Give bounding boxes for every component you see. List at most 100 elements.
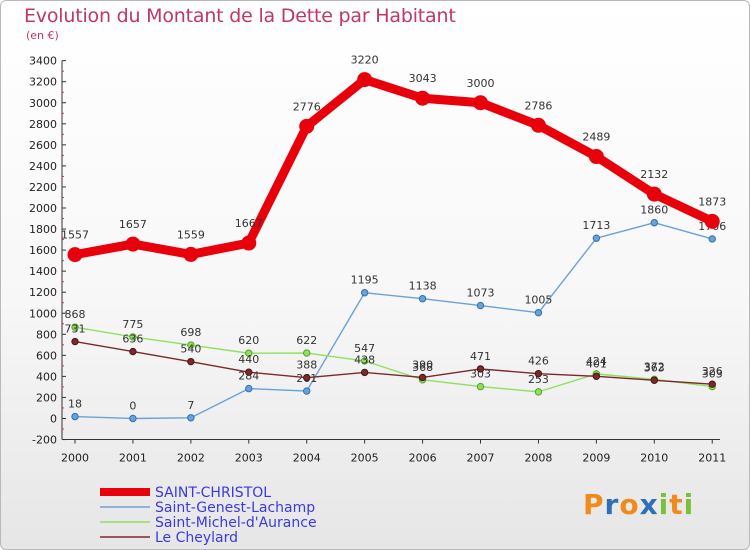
data-label: 424 — [586, 355, 607, 368]
data-label: 3000 — [467, 77, 495, 90]
data-point — [592, 234, 601, 242]
logo-letter: i — [683, 488, 695, 521]
logo-letter: i — [658, 488, 670, 521]
data-point — [183, 246, 199, 262]
data-point — [357, 72, 373, 88]
data-label: 731 — [65, 323, 86, 336]
data-point — [534, 388, 543, 396]
data-label: 2786 — [524, 99, 552, 112]
data-point — [360, 289, 369, 297]
y-tick-label: 2400 — [29, 160, 57, 173]
data-point — [476, 301, 485, 310]
data-point — [71, 412, 79, 421]
y-tick-label: 2600 — [29, 139, 57, 152]
data-label: 1073 — [467, 287, 495, 300]
data-label: 540 — [180, 343, 201, 356]
y-tick-label: 1000 — [29, 307, 57, 320]
data-point — [476, 382, 485, 391]
y-tick-label: 600 — [36, 349, 57, 362]
data-label: 1657 — [119, 218, 147, 231]
data-point — [708, 235, 716, 243]
data-point — [245, 349, 253, 357]
y-tick-label: 3400 — [29, 55, 57, 68]
x-tick-label: 2006 — [409, 452, 437, 465]
x-tick-label: 2007 — [467, 452, 495, 465]
data-label: 253 — [528, 373, 549, 386]
data-point — [303, 387, 311, 395]
series-line-2 — [74, 326, 713, 393]
data-label: 303 — [702, 368, 723, 381]
series-line-3 — [74, 340, 713, 385]
proxiti-logo: Proxiti — [583, 488, 694, 521]
data-point — [125, 236, 141, 252]
legend-label-1: Saint-Genest-Lachamp — [155, 500, 315, 516]
data-point — [303, 349, 311, 357]
data-label: 868 — [65, 308, 86, 321]
data-label: 1138 — [409, 280, 437, 293]
data-label: 18 — [68, 398, 82, 411]
data-point — [476, 365, 485, 373]
data-point — [360, 368, 369, 377]
data-point — [473, 95, 489, 111]
data-label: 547 — [354, 342, 375, 355]
y-tick-label: 3200 — [29, 76, 57, 89]
y-tick-label: 800 — [36, 328, 57, 341]
data-point — [650, 376, 658, 384]
data-label: 390 — [412, 358, 433, 371]
logo-letter: P — [583, 488, 605, 521]
y-tick-label: 1200 — [29, 286, 57, 299]
x-tick-label: 2008 — [524, 452, 552, 465]
data-label: 1860 — [640, 204, 668, 217]
data-point — [245, 368, 253, 376]
data-label: 1667 — [235, 217, 263, 230]
data-label: 2132 — [640, 168, 668, 181]
data-point — [418, 295, 427, 303]
y-tick-label: 400 — [36, 370, 57, 383]
data-label: 3043 — [409, 72, 437, 85]
data-point — [708, 380, 716, 388]
data-label: 636 — [122, 333, 143, 346]
data-label: 471 — [470, 350, 491, 363]
chart-title: Evolution du Montant de la Dette par Hab… — [24, 5, 456, 27]
y-tick-label: 200 — [36, 391, 57, 404]
data-point — [187, 341, 195, 349]
y-tick-label: 2000 — [29, 202, 57, 215]
data-point — [299, 118, 315, 134]
data-point — [71, 323, 79, 331]
chart-subtitle: (en €) — [26, 29, 59, 42]
y-tick-label: 2200 — [29, 181, 57, 194]
x-tick-label: 2004 — [293, 452, 321, 465]
logo-letter: r — [604, 488, 620, 521]
data-label: 372 — [644, 360, 665, 373]
data-point — [129, 414, 137, 423]
y-tick-label: 1600 — [29, 244, 57, 257]
data-point — [415, 90, 431, 106]
data-point — [650, 219, 658, 227]
data-label: 438 — [354, 353, 375, 366]
data-label: 303 — [470, 368, 491, 381]
y-tick-label: 1400 — [29, 265, 57, 278]
x-tick-label: 2011 — [698, 452, 726, 465]
data-label: 388 — [296, 359, 317, 372]
data-point — [646, 186, 662, 202]
data-point — [129, 333, 137, 341]
y-tick-label: 3000 — [29, 97, 57, 110]
data-point — [245, 384, 253, 393]
logo-letter: o — [619, 488, 640, 521]
data-point — [534, 309, 543, 317]
data-label: 368 — [412, 361, 433, 374]
x-tick-label: 2000 — [61, 452, 89, 465]
y-tick-label: -200 — [32, 434, 57, 447]
data-point — [303, 373, 311, 382]
data-label: 1559 — [177, 228, 205, 241]
x-tick-label: 2002 — [177, 452, 205, 465]
data-label: 401 — [586, 357, 607, 370]
data-label: 1557 — [61, 229, 89, 242]
data-point — [534, 369, 543, 378]
x-tick-label: 2005 — [351, 452, 379, 465]
data-label: 1873 — [698, 195, 726, 208]
data-label: 1005 — [524, 294, 552, 307]
logo-letter: x — [639, 488, 659, 521]
